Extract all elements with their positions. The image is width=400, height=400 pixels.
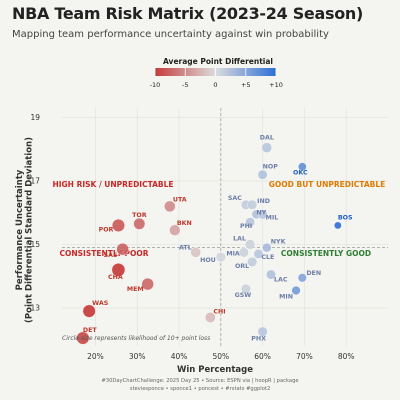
team-point-sas[interactable] [116,243,129,256]
x-axis: 20% 30% 40% 50% 60% 70% 80% [87,352,354,361]
team-point-phx[interactable] [257,326,268,337]
x-tick-label: 50% [212,352,229,361]
team-point-atl[interactable] [190,247,202,258]
team-point-phi[interactable] [245,217,255,228]
team-label-sas: SAS [104,252,118,259]
team-point-was[interactable] [82,304,96,318]
x-tick-label: 60% [254,352,271,361]
team-point-dal[interactable] [261,142,272,153]
team-point-mil[interactable] [257,209,268,220]
team-label-nop: NOP [263,164,279,171]
team-label-cle: CLE [261,254,274,261]
grid-lines [62,108,388,346]
team-point-gsw[interactable] [240,283,251,294]
legend-tick-label: -5 [182,81,188,89]
team-point-lac[interactable] [266,269,276,280]
team-point-okc[interactable] [298,162,307,171]
y-tick-label: 15 [30,240,40,249]
y-axis-title: Performance Uncertainty(Point Differenti… [15,137,35,323]
team-label-det: DET [83,327,98,334]
quadrant-label: GOOD BUT UNPREDICTABLE [269,180,386,189]
team-label-ind: IND [257,198,270,205]
x-tick-label: 20% [87,352,104,361]
team-label-uta: UTA [173,196,187,203]
team-label-phx: PHX [251,336,266,343]
caption-line-1: #30DayChartChallenge: 2025 Day 25 • Sour… [101,378,299,384]
team-point-nyk[interactable] [262,242,272,253]
team-label-bos: BOS [338,214,353,221]
team-point-nop[interactable] [257,169,268,180]
team-point-bkn[interactable] [169,224,181,236]
team-point-tor[interactable] [133,217,146,230]
team-label-por: POR [99,226,114,233]
quadrant-label: HIGH RISK / UNPREDICTABLE [52,180,173,189]
x-tick-label: 80% [338,352,355,361]
quadrant-labels: HIGH RISK / UNPREDICTABLE GOOD BUT UNPRED… [52,180,385,258]
team-label-was: WAS [92,300,109,307]
x-tick-label: 40% [171,352,188,361]
legend-tick-label: -10 [150,81,161,89]
team-point-ind[interactable] [247,199,258,210]
team-label-den: DEN [306,270,321,277]
team-point-cha[interactable] [111,263,126,277]
legend-title: Average Point Differential [163,57,273,66]
legend-tick-label: 0 [213,81,217,89]
y-tick-label: 13 [30,303,40,312]
team-label-min: MIN [279,293,293,300]
team-label-dal: DAL [260,135,274,142]
reference-lines [62,108,388,346]
team-point-por[interactable] [111,218,125,232]
team-point-bos[interactable] [334,221,342,230]
y-tick-label: 17 [30,176,40,185]
team-point-det[interactable] [76,331,90,345]
data-points [76,142,342,345]
team-label-nyk: NYK [271,239,287,246]
quadrant-label: CONSISTENTLY GOOD [281,249,371,258]
team-point-den[interactable] [297,273,307,283]
team-point-mem[interactable] [141,277,154,291]
team-point-orl[interactable] [247,256,258,267]
point-labels: DAL OKC NOP BOS SAC IND NY PHI MIL UTA TOR BKN POR LA… [83,135,353,343]
team-label-cha: CHA [108,274,123,281]
team-label-phi: PHI [240,223,252,230]
team-label-atl: ATL [179,244,192,251]
team-point-mia[interactable] [238,247,249,258]
team-label-orl: ORL [235,263,249,270]
quadrant-label: CONSISTENTLY POOR [59,249,148,258]
team-point-min[interactable] [291,285,301,295]
team-label-gsw: GSW [235,292,252,299]
team-point-lal[interactable] [244,239,256,250]
x-tick-label: 70% [296,352,313,361]
team-point-chi[interactable] [205,312,216,323]
team-label-tor: TOR [132,212,147,219]
team-label-mem: MEM [127,286,144,293]
chart-subtitle: Mapping team performance uncertainty aga… [12,29,329,40]
team-label-mia: MIA [226,250,240,257]
team-label-sac: SAC [228,195,242,202]
team-label-mil: MIL [266,214,279,221]
size-note: Circle size represents likelihood of 10+… [62,335,210,342]
team-label-bkn: BKN [177,220,192,227]
y-tick-label: 19 [30,113,40,122]
caption-line-2: steviesponce • sponce1 • poncest • #rsta… [129,386,271,392]
x-axis-title: Win Percentage [177,365,253,375]
team-point-hou[interactable] [215,252,226,263]
team-label-hou: HOU [200,257,216,264]
team-point-uta[interactable] [164,200,176,213]
y-axis: 13 15 17 19 [30,113,40,312]
chart-title: NBA Team Risk Matrix (2023-24 Season) [12,4,364,23]
legend-tick-label: +5 [241,81,251,89]
team-label-okc: OKC [293,170,308,177]
team-label-ny: NY [256,209,266,216]
x-tick-label: 30% [129,352,146,361]
legend-ticks: -10 -5 0 +5 +10 [150,68,283,89]
team-point-cle[interactable] [253,249,264,259]
team-label-lal: LAL [233,235,246,242]
team-label-lac: LAC [274,277,288,284]
legend-tick-label: +10 [269,81,283,89]
team-label-chi: CHI [213,308,225,315]
